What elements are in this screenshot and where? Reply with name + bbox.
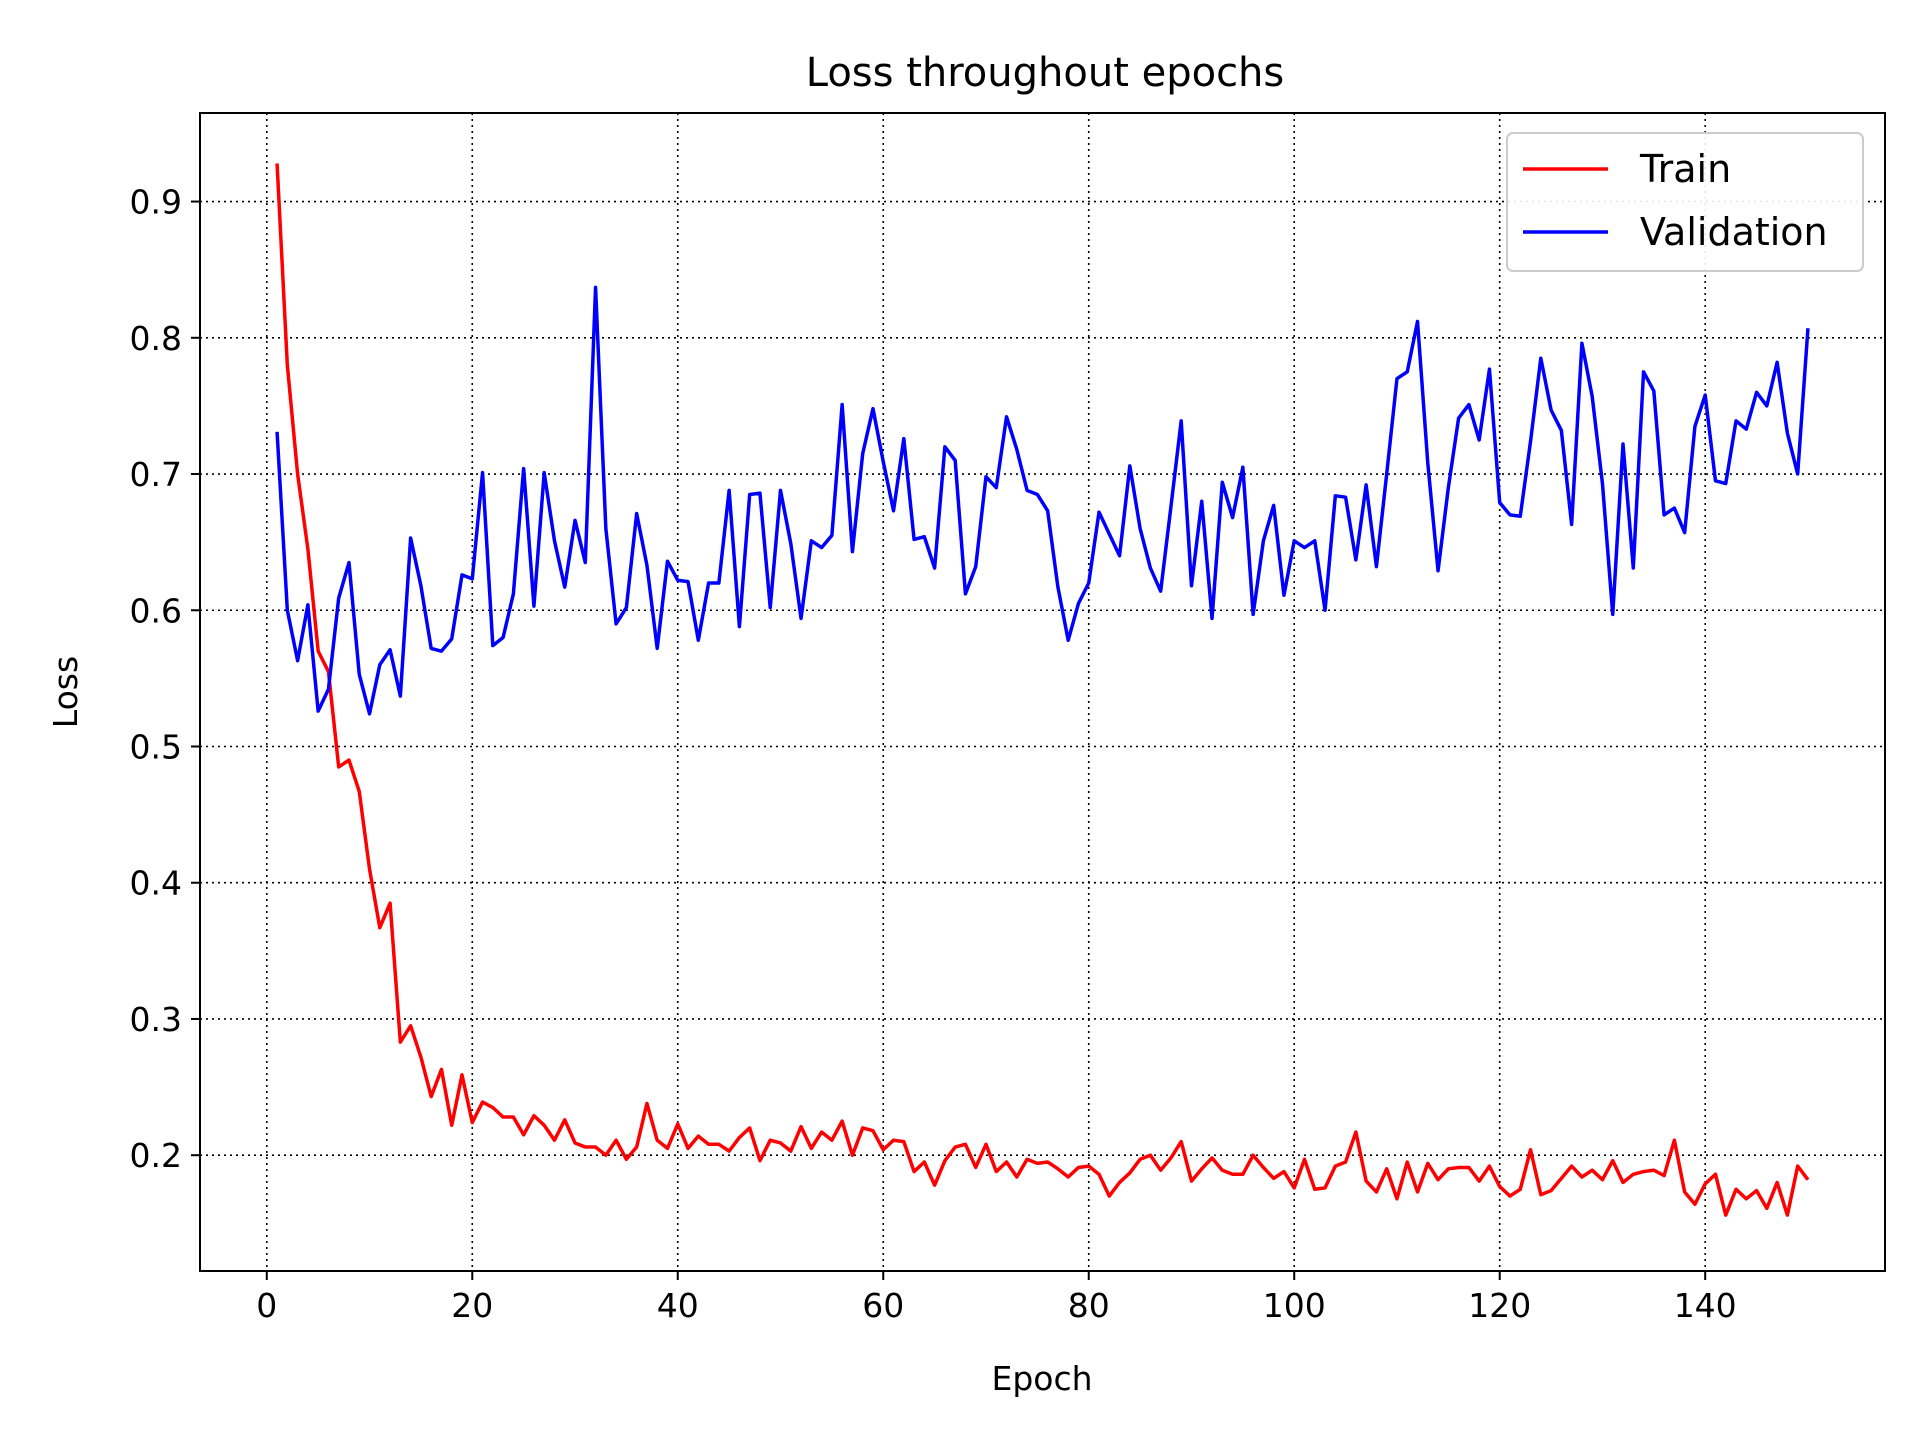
x-axis-ticks: 0 20 40 60 80 100 120 140	[256, 1271, 1737, 1325]
y-tick-label: 0.2	[130, 1136, 182, 1175]
x-tick-label: 60	[862, 1286, 904, 1325]
chart-title: Loss throughout epochs	[806, 50, 1285, 96]
series-line-train	[275, 163, 1810, 1217]
y-tick-label: 0.4	[130, 864, 182, 903]
x-tick-label: 20	[451, 1286, 493, 1325]
legend-label-train: Train	[1639, 147, 1731, 191]
legend-label-validation: Validation	[1640, 210, 1828, 254]
x-tick-label: 40	[657, 1286, 699, 1325]
y-tick-label: 0.7	[130, 455, 182, 494]
grid-lines	[200, 113, 1885, 1271]
plot-frame	[199, 112, 1886, 1272]
y-axis-label: Loss	[46, 656, 85, 728]
legend: Train Validation	[1506, 132, 1864, 272]
x-tick-label: 100	[1263, 1286, 1326, 1325]
y-tick-label: 0.3	[130, 1000, 182, 1039]
series-line-validation	[275, 285, 1810, 716]
y-tick-label: 0.5	[130, 727, 182, 766]
x-axis-label: Epoch	[991, 1359, 1092, 1398]
x-tick-label: 140	[1674, 1286, 1737, 1325]
x-tick-label: 80	[1068, 1286, 1110, 1325]
x-tick-label: 120	[1468, 1286, 1531, 1325]
y-axis-ticks: 0.2 0.3 0.4 0.5 0.6 0.7 0.8 0.9	[130, 183, 200, 1175]
y-tick-label: 0.9	[130, 183, 182, 222]
y-tick-label: 0.6	[130, 591, 182, 630]
y-tick-label: 0.8	[130, 319, 182, 358]
x-tick-label: 0	[256, 1286, 277, 1325]
series-layer	[275, 163, 1810, 1217]
